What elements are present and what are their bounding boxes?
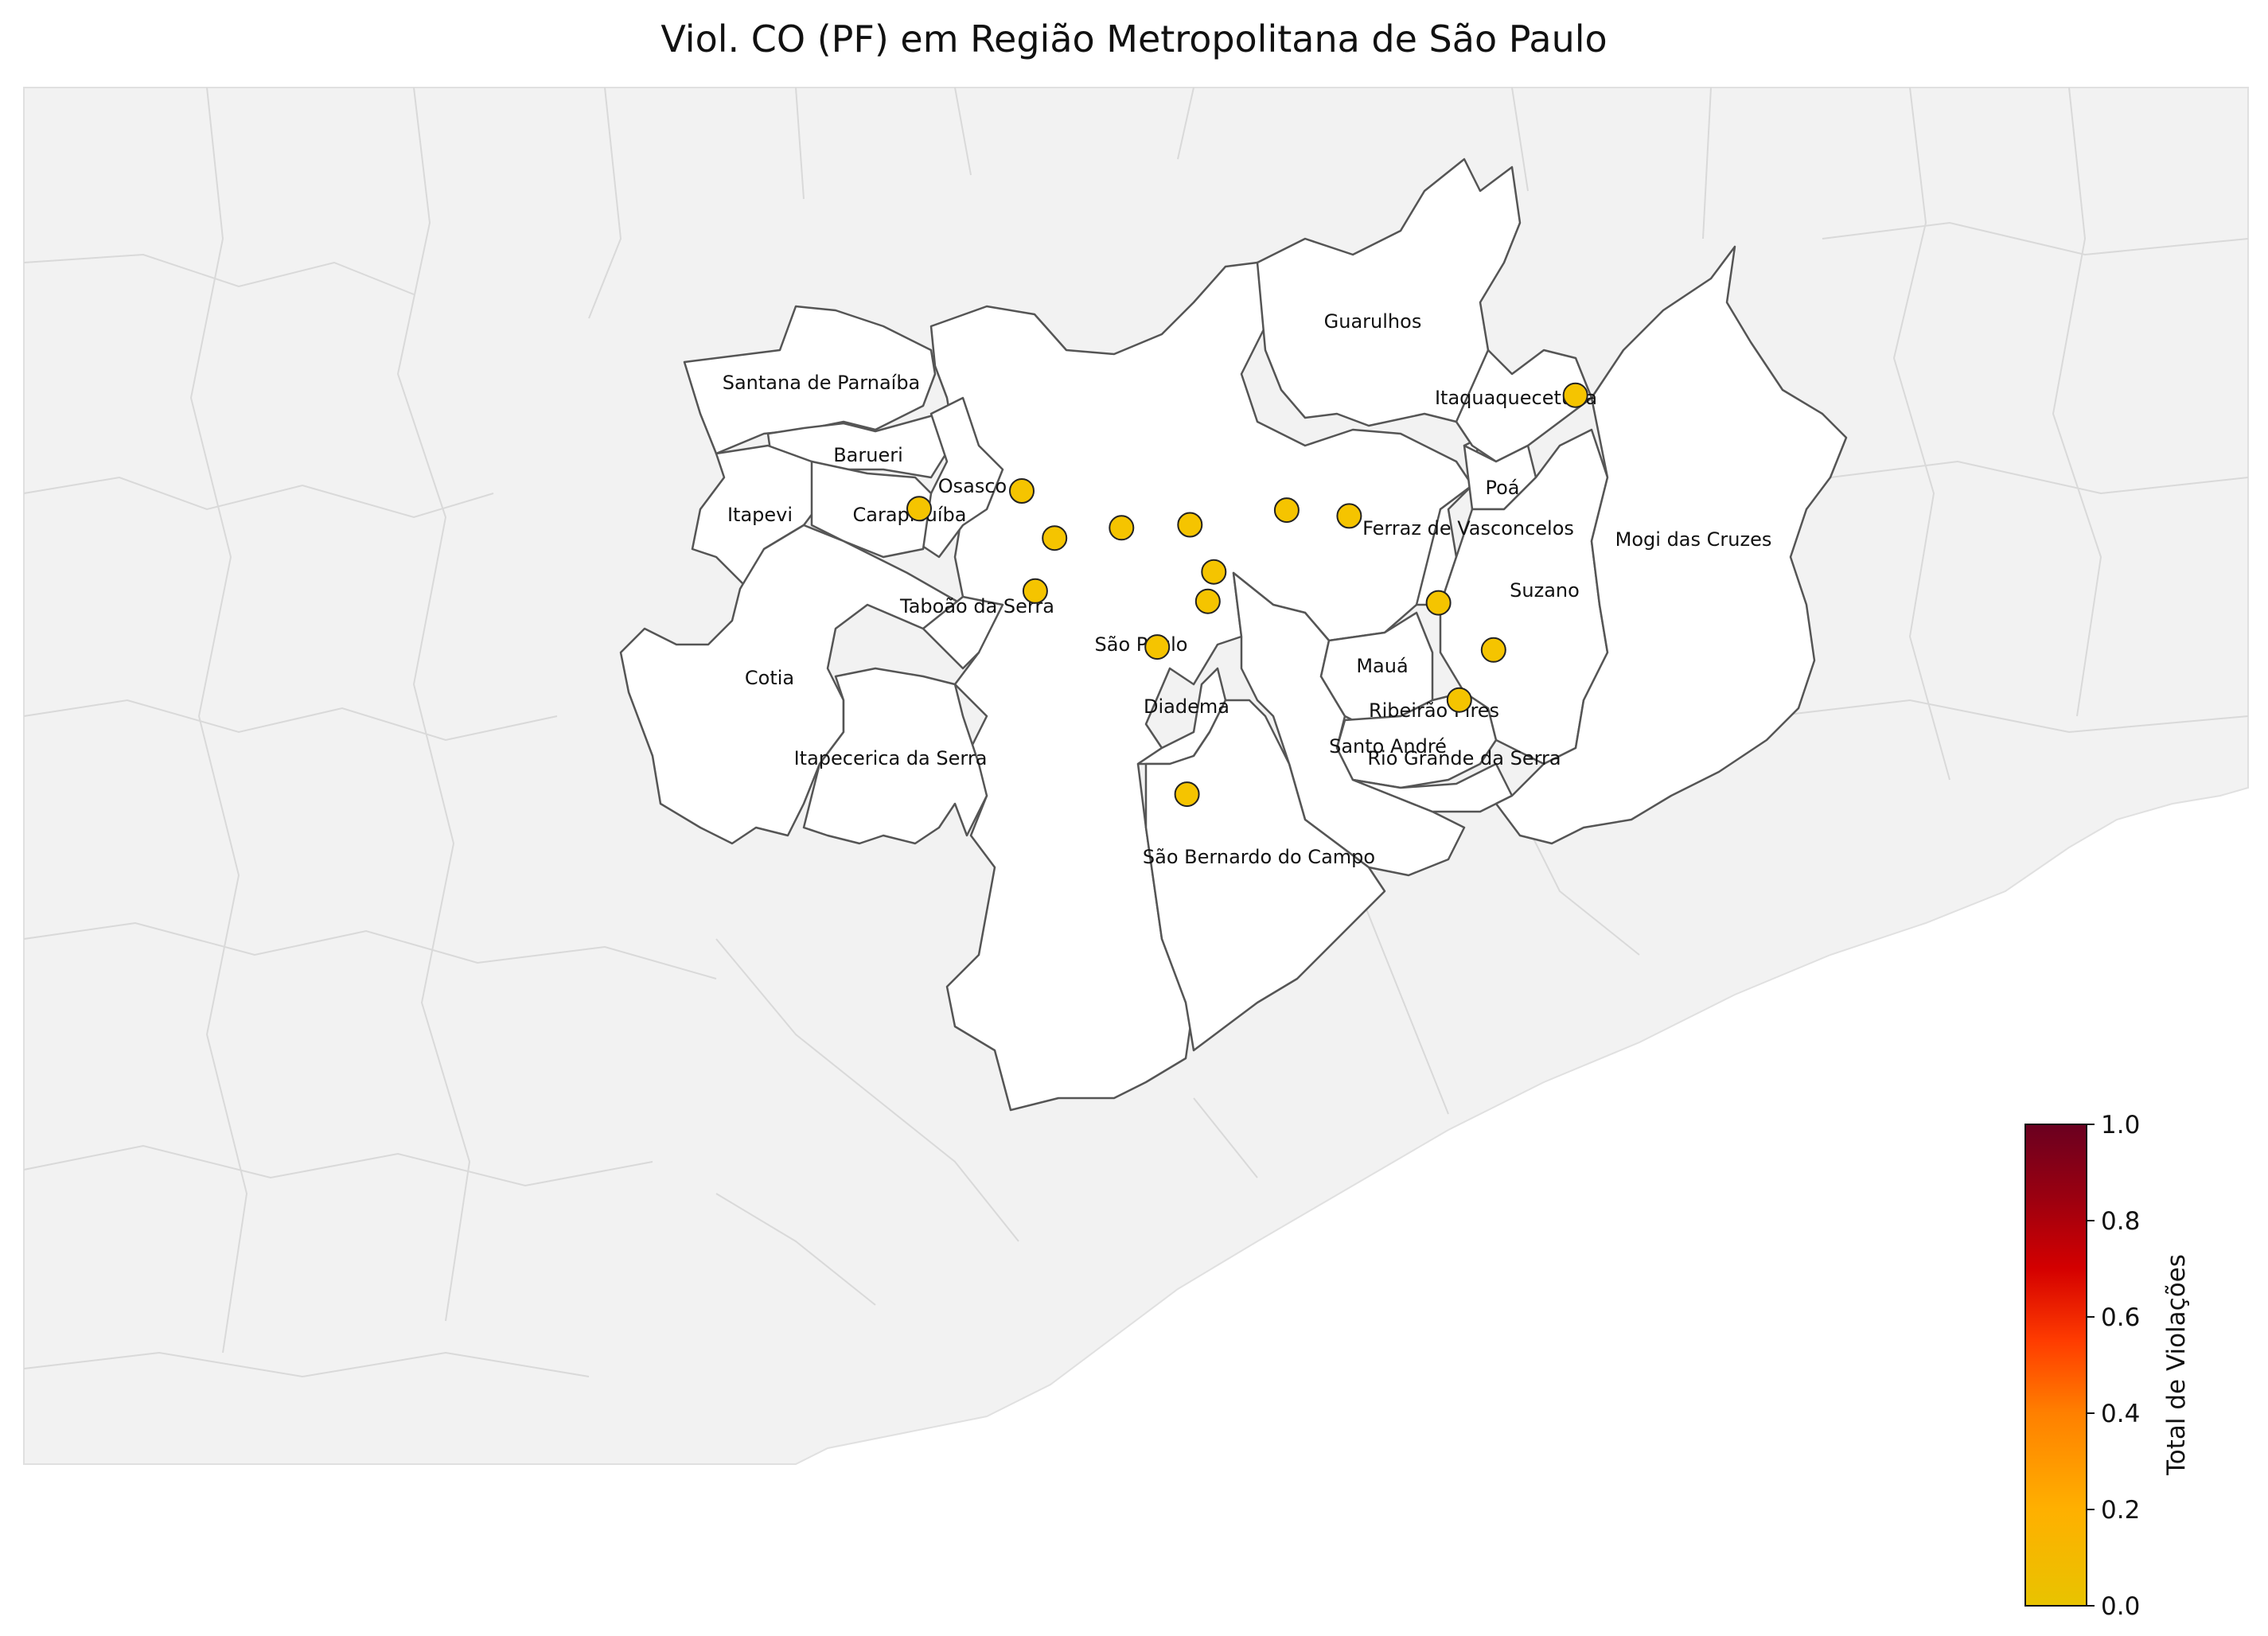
violation-marker — [1480, 637, 1506, 663]
violation-marker — [1109, 515, 1135, 541]
label-mogi-das-cruzes: Mogi das Cruzes — [1615, 528, 1772, 551]
violation-marker — [1562, 382, 1588, 408]
municipality-guarulhos — [1256, 158, 1522, 427]
violation-marker — [1144, 634, 1171, 660]
label-barueri: Barueri — [833, 444, 903, 466]
violation-marker — [1177, 512, 1203, 538]
label-rio-grande-da-serra: Rio Grande da Serra — [1367, 747, 1561, 769]
municipality-carapicuiba — [810, 460, 933, 559]
municipality-itapecerica-da-serra — [802, 667, 988, 845]
violation-marker — [1273, 497, 1300, 524]
label-guarulhos: Guarulhos — [1324, 310, 1422, 333]
label-sao-paulo: São Paulo — [1095, 633, 1188, 656]
colorbar-tick-label: 0.2 — [2101, 1496, 2140, 1525]
violation-marker — [1009, 478, 1035, 504]
municipality-ribeirao-pires — [1335, 691, 1498, 789]
violation-marker — [1425, 590, 1452, 616]
violation-marker — [1022, 578, 1048, 604]
label-sao-bernardo-do-campo: São Bernardo do Campo — [1143, 846, 1375, 868]
violation-marker — [1174, 781, 1200, 808]
label-itapecerica-da-serra: Itapecerica da Serra — [794, 747, 988, 769]
violation-marker — [1446, 687, 1472, 713]
map-title: Viol. CO (PF) em Região Metropolitana de… — [661, 18, 1607, 60]
colorbar-tick-label: 1.0 — [2101, 1111, 2140, 1139]
municipality-sao-bernardo-do-campo — [1144, 699, 1386, 1052]
violation-marker — [1194, 588, 1221, 614]
label-ribeirao-pires: Ribeirão Pires — [1369, 699, 1499, 722]
municipality-cotia — [619, 524, 964, 845]
municipality-sao-paulo — [929, 261, 1474, 1112]
colorbar-tick-label: 0.0 — [2101, 1592, 2140, 1621]
municipality-osasco — [914, 396, 1004, 559]
label-maua: Mauá — [1356, 655, 1408, 677]
label-itapevi: Itapevi — [727, 504, 793, 526]
label-cotia: Cotia — [745, 667, 794, 689]
label-santo-andre: Santo André — [1329, 735, 1447, 758]
colorbar-tick-label: 0.4 — [2101, 1400, 2140, 1428]
metro-region — [619, 158, 1848, 1112]
municipality-mogi-das-cruzes — [1494, 245, 1848, 845]
colorbar-label: Total de Violações — [2162, 1254, 2191, 1476]
violation-markers — [906, 382, 1588, 808]
violation-marker — [1201, 559, 1227, 585]
colorbar-tick-label: 0.8 — [2101, 1207, 2140, 1236]
background-municipality-borders — [23, 87, 2249, 1378]
label-ferraz-de-vasconcelos: Ferraz de Vasconcelos — [1362, 517, 1574, 539]
colorbar: 0.0 0.2 0.4 0.6 0.8 1.0 Total de Violações — [2024, 1111, 2191, 1621]
label-suzano: Suzano — [1510, 579, 1580, 602]
colorbar-tick-label: 0.6 — [2101, 1303, 2140, 1332]
colorbar-ticks: 0.0 0.2 0.4 0.6 0.8 1.0 — [2087, 1111, 2140, 1621]
label-santana-de-parnaiba: Santana de Parnaíba — [723, 372, 921, 394]
label-diadema: Diadema — [1144, 695, 1229, 718]
violation-marker — [1336, 503, 1362, 529]
municipality-santana-de-parnaiba — [683, 305, 937, 455]
colorbar-gradient — [2024, 1124, 2087, 1607]
violation-marker — [906, 496, 932, 522]
violation-marker — [1042, 525, 1068, 551]
label-poa: Poá — [1485, 477, 1519, 499]
municipality-taboao-da-serra — [922, 595, 1004, 670]
label-osasco: Osasco — [938, 475, 1007, 497]
